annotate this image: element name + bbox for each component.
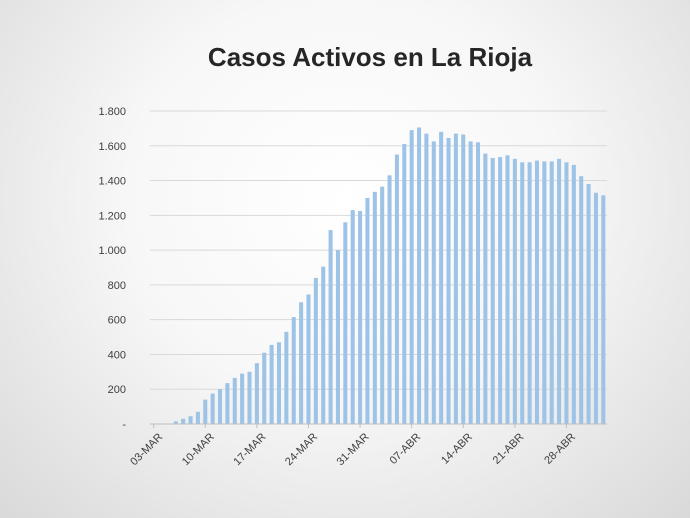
- bar: [343, 222, 348, 424]
- chart-title: Casos Activos en La Rioja: [207, 42, 533, 72]
- bar: [203, 399, 208, 424]
- bar: [254, 363, 259, 424]
- bar: [475, 142, 481, 425]
- y-tick-label: 1.000: [98, 245, 126, 257]
- bar: [461, 134, 466, 424]
- bar: [173, 421, 178, 424]
- bar: [210, 393, 215, 424]
- bar: [188, 416, 193, 424]
- x-tick-label: 03-MAR: [128, 431, 165, 468]
- bar: [394, 154, 399, 424]
- bar: [579, 176, 584, 424]
- bar: [417, 127, 422, 425]
- bar: [498, 157, 503, 424]
- y-tick-label: 400: [108, 349, 126, 361]
- bar: [232, 377, 237, 424]
- bar: [586, 184, 591, 424]
- bar: [328, 230, 333, 424]
- bar: [483, 153, 488, 424]
- bar: [446, 137, 451, 425]
- bar: [335, 250, 340, 424]
- bar: [424, 133, 429, 424]
- x-tick-label: 21-ABR: [491, 431, 527, 467]
- bar: [372, 191, 377, 424]
- bar: [549, 161, 554, 424]
- x-tick-label: 07-ABR: [388, 431, 424, 467]
- bar: [181, 418, 186, 424]
- bar: [387, 175, 392, 424]
- x-tick-label: 17-MAR: [231, 431, 268, 468]
- bar: [468, 141, 473, 425]
- bar: [313, 277, 318, 424]
- bar: [380, 186, 385, 424]
- bars: [166, 127, 606, 425]
- bar: [291, 317, 296, 424]
- bar: [557, 158, 562, 424]
- bar: [431, 141, 436, 425]
- bar: [350, 210, 355, 424]
- y-axis-ticks: - 200 400 600 800 1.000 1.200 1.400 1.600 1.800: [98, 106, 126, 431]
- bar: [505, 155, 510, 424]
- bar: [225, 383, 230, 424]
- bar: [512, 158, 517, 424]
- bar: [247, 371, 252, 424]
- bar: [409, 130, 414, 424]
- bar: [365, 197, 370, 424]
- bar: [601, 195, 606, 424]
- x-tick-label: 24-MAR: [283, 431, 320, 468]
- bar: [284, 331, 289, 424]
- bar: [299, 302, 304, 424]
- x-tick-label: 28-ABR: [542, 431, 578, 467]
- bar: [269, 344, 274, 424]
- bar: [217, 389, 223, 424]
- bar: [195, 411, 200, 424]
- y-tick-label: 1.600: [98, 141, 126, 153]
- x-axis-ticks: 03-MAR 10-MAR 17-MAR 24-MAR 31-MAR 07-ABR 14-A…: [128, 424, 578, 468]
- bar: [571, 164, 576, 424]
- bar: [402, 144, 407, 425]
- bar: [534, 160, 540, 424]
- bar: [439, 131, 444, 424]
- bar: [593, 192, 598, 424]
- x-tick-label: 31-MAR: [335, 431, 372, 468]
- x-tick-label: 14-ABR: [439, 431, 475, 467]
- y-tick-label: -: [122, 419, 126, 431]
- bar: [240, 373, 245, 424]
- bar: [321, 266, 326, 424]
- y-tick-label: 1.200: [98, 210, 126, 222]
- y-tick-label: 1.400: [98, 176, 126, 188]
- bar: [520, 162, 525, 424]
- y-tick-label: 1.800: [98, 106, 126, 118]
- bar: [306, 294, 311, 424]
- y-tick-label: 800: [108, 280, 126, 292]
- y-tick-label: 200: [108, 384, 126, 396]
- x-tick-label: 10-MAR: [180, 431, 217, 468]
- bar: [527, 162, 532, 424]
- bar: [276, 342, 282, 424]
- bar: [542, 161, 547, 424]
- bar: [358, 210, 363, 424]
- bar: [490, 157, 495, 424]
- bar: [262, 352, 267, 424]
- bar: [564, 162, 569, 424]
- bar: [453, 133, 458, 424]
- y-tick-label: 600: [108, 315, 126, 327]
